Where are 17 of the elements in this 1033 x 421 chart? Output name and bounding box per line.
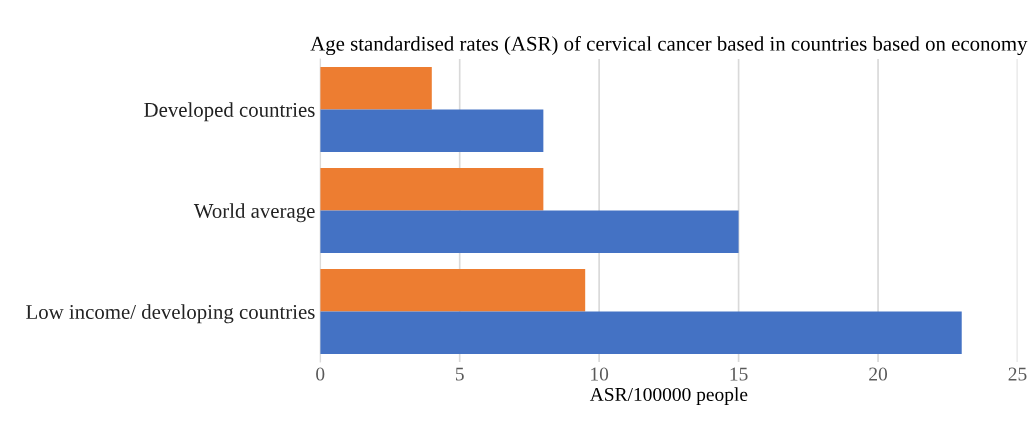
- y-tick-label: Developed countries: [144, 102, 315, 122]
- x-axis-title: ASR/100000 people: [589, 387, 748, 405]
- chart-title: Age standardised rates (ASR) of cervical cancer based in countries based on economy: [310, 35, 1028, 56]
- bar: [320, 168, 544, 211]
- x-tick-label: 20: [869, 367, 888, 381]
- x-tick-label: 15: [730, 367, 748, 381]
- bar: [320, 210, 739, 253]
- bar: [320, 269, 586, 312]
- bar: [320, 109, 544, 152]
- bar: [320, 67, 432, 110]
- y-tick-label: World average: [193, 203, 315, 223]
- y-tick-label: Low income/ developing countries: [26, 304, 315, 324]
- x-tick-label: 0: [316, 367, 325, 381]
- x-tick-label: 5: [455, 367, 464, 381]
- bar: [320, 311, 962, 354]
- x-tick-label: 25: [1008, 367, 1027, 381]
- x-tick-label: 10: [591, 367, 609, 381]
